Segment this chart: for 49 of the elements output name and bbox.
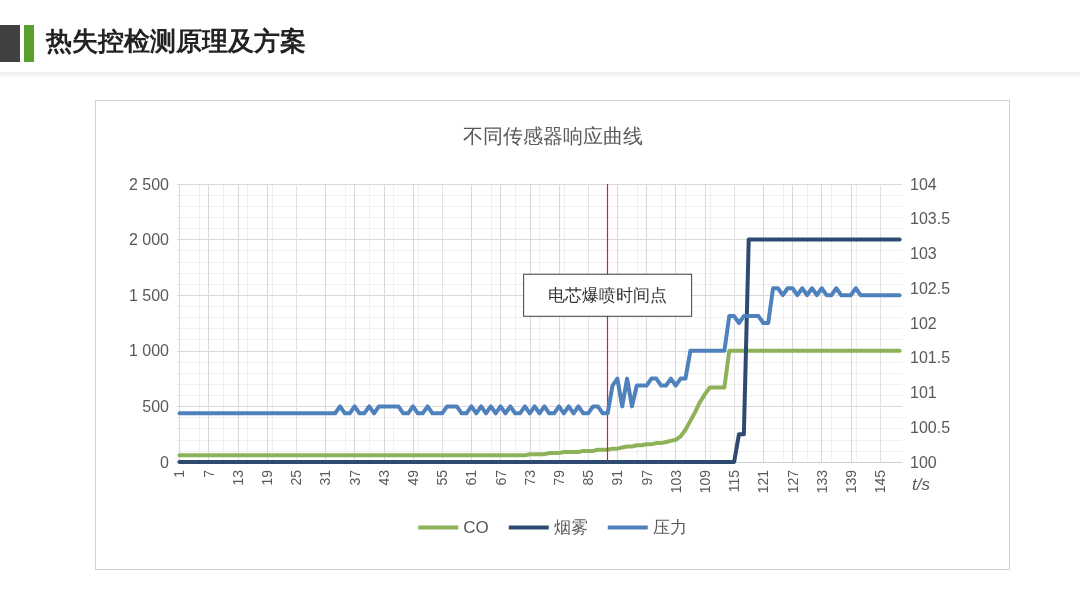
y-tick-label: 1 500 — [128, 286, 170, 304]
x-tick-label: 19 — [259, 469, 276, 486]
x-tick-label: 37 — [346, 469, 363, 486]
chart-title: 热失控检测原理及方案 — [46, 25, 306, 58]
ref-line-label: 电芯爆喷时间点 — [548, 285, 668, 305]
x-tick-label: 13 — [229, 469, 246, 486]
x-tick-label: 25 — [288, 469, 305, 486]
y-tick-label: 0 — [160, 453, 170, 471]
x-tick-label: 55 — [434, 469, 451, 486]
y2-tick-label: 100 — [910, 453, 937, 471]
y-tick-label: 500 — [142, 397, 170, 415]
chart-subtitle: 不同传感器响应曲线 — [462, 125, 643, 147]
legend-label: 烟雾 — [553, 518, 588, 537]
line-series — [177, 286, 902, 416]
x-tick-label: 85 — [580, 469, 597, 486]
y2-tick-label: 101 — [910, 384, 937, 401]
legend-label: 压力 — [652, 518, 687, 537]
x-tick-label: 1 — [171, 469, 188, 478]
line-series — [177, 348, 902, 458]
y2-tick-label: 101.5 — [910, 349, 951, 367]
x-tick-label: 139 — [842, 469, 859, 494]
x-tick-label: 67 — [492, 469, 509, 486]
x-tick-label: 7 — [200, 469, 217, 478]
y2-tick-label: 102 — [910, 314, 937, 332]
x-tick-label: 109 — [696, 469, 713, 494]
x-tick-label: 49 — [404, 469, 421, 486]
x-tick-label: 97 — [638, 469, 655, 486]
x-tick-label: 103 — [667, 469, 684, 494]
y2-tick-label: 103 — [910, 245, 937, 262]
x-tick-label: 133 — [813, 469, 830, 494]
x-tick-label: 73 — [521, 469, 538, 486]
y-tick-label: 2 500 — [128, 175, 170, 193]
x-tick-label: 145 — [872, 469, 889, 494]
x-tick-label: 127 — [784, 469, 801, 494]
y2-tick-label: 100.5 — [910, 418, 951, 436]
x-tick-label: 115 — [726, 469, 743, 493]
x-tick-label: 61 — [463, 469, 480, 486]
x-tick-label: 91 — [609, 469, 626, 486]
y2-tick-label: 104 — [910, 175, 937, 193]
y-tick-label: 1 000 — [128, 342, 170, 360]
x-tick-label: 31 — [317, 469, 334, 486]
x-axis-title: t/s — [912, 475, 931, 494]
x-tick-label: 79 — [550, 469, 567, 486]
x-tick-label: 121 — [755, 469, 772, 494]
x-tick-label: 43 — [375, 469, 392, 486]
y2-tick-label: 103.5 — [910, 210, 951, 228]
legend-label: CO — [463, 518, 489, 537]
y2-tick-label: 102.5 — [910, 279, 951, 297]
y-tick-label: 2 000 — [128, 231, 170, 249]
